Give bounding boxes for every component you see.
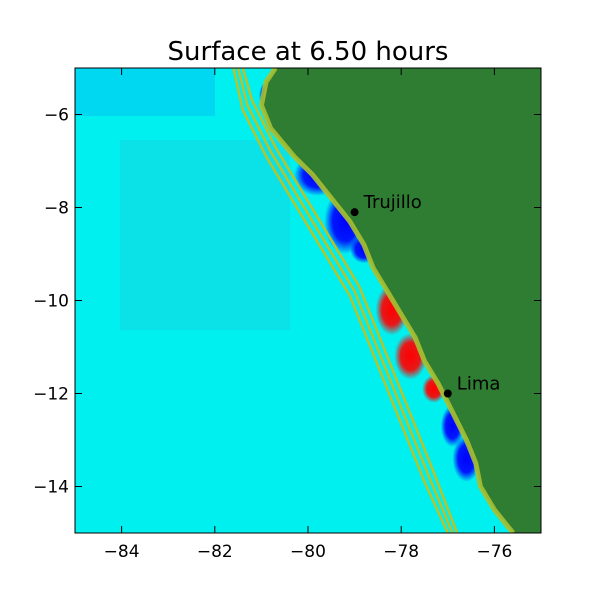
x-axis: −84 −82 −80 −78 −76: [104, 68, 512, 562]
x-tick-label: −78: [383, 542, 419, 562]
x-tick-label: −76: [476, 542, 512, 562]
chart-title: Surface at 6.50 hours: [168, 37, 449, 67]
contour-layer: [232, 68, 459, 533]
x-tick-label: −80: [290, 542, 326, 562]
y-tick-label: −12: [33, 385, 69, 405]
contour-line-2: [241, 68, 459, 533]
city-marker-1: [443, 389, 452, 398]
x-tick-label: −82: [197, 542, 233, 562]
annotation-layer: Trujillo Lima: [350, 192, 501, 398]
x-tick-label: −84: [104, 542, 140, 562]
contour-line-0: [236, 68, 454, 533]
coast-fringe: [258, 68, 515, 533]
y-tick-label: −10: [33, 292, 69, 312]
city-marker-0: [350, 208, 359, 217]
ocean-shade-offshore: [120, 140, 290, 330]
y-tick-label: −14: [33, 478, 69, 498]
y-axis: −6 −8 −10 −12 −14: [33, 106, 541, 498]
y-tick-label: −8: [44, 199, 69, 219]
plot-area: [75, 68, 541, 533]
y-tick-label: −6: [44, 106, 69, 126]
city-label-0: Trujillo: [363, 192, 422, 213]
contour-line-1: [232, 68, 449, 533]
land-mass: [261, 68, 541, 533]
city-label-1: Lima: [457, 374, 501, 395]
ocean-shade-north: [75, 68, 215, 116]
